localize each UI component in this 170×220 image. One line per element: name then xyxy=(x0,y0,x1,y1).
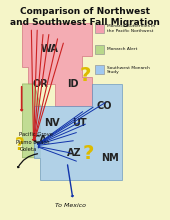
Polygon shape xyxy=(22,23,92,106)
Polygon shape xyxy=(22,84,40,158)
Text: ?: ? xyxy=(79,66,91,85)
FancyBboxPatch shape xyxy=(95,24,104,33)
Text: UT: UT xyxy=(72,118,86,128)
Text: AZ: AZ xyxy=(67,148,82,158)
Text: Monarch Alert: Monarch Alert xyxy=(107,47,137,51)
Text: Pacific Grove: Pacific Grove xyxy=(19,132,53,138)
Text: ID: ID xyxy=(67,79,79,89)
Text: CA: CA xyxy=(33,136,48,145)
Text: NV: NV xyxy=(44,118,60,128)
Text: Comparison of Northwest
and Southwest Fall Migration: Comparison of Northwest and Southwest Fa… xyxy=(10,7,160,27)
Text: WA: WA xyxy=(40,44,58,54)
Text: Monarch Butterflies in
the Pacific Northwest: Monarch Butterflies in the Pacific North… xyxy=(107,24,155,33)
Polygon shape xyxy=(34,84,122,180)
FancyBboxPatch shape xyxy=(95,45,104,53)
Text: CO: CO xyxy=(97,101,112,111)
Text: Pismo Beach: Pismo Beach xyxy=(16,140,50,145)
Text: ?: ? xyxy=(14,136,24,154)
Text: OR: OR xyxy=(32,79,48,89)
FancyBboxPatch shape xyxy=(95,66,104,74)
Text: Southwest Monarch
Study: Southwest Monarch Study xyxy=(107,66,149,74)
Text: To Mexico: To Mexico xyxy=(55,203,86,208)
Text: ?: ? xyxy=(82,144,94,163)
Text: NM: NM xyxy=(101,153,119,163)
Text: Goleta: Goleta xyxy=(20,147,37,152)
